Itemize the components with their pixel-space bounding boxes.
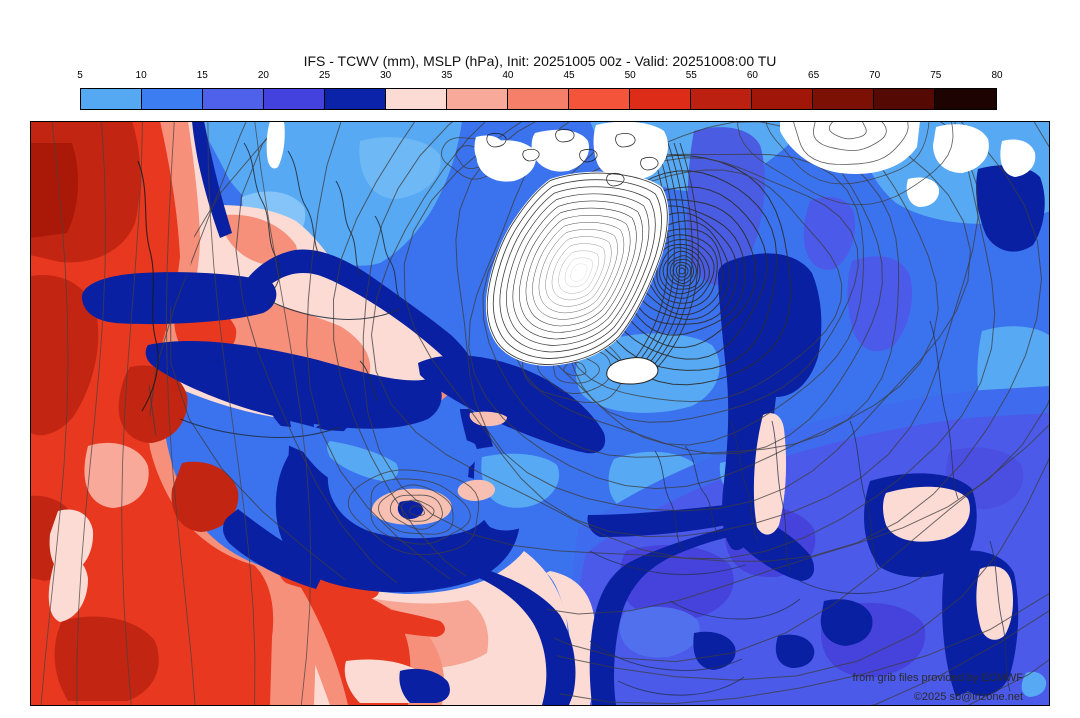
svg-text:from grib files provided by EC: from grib files provided by ECMWF: [852, 672, 1023, 684]
svg-text:©2025 sb@irizone.net: ©2025 sb@irizone.net: [914, 691, 1023, 703]
